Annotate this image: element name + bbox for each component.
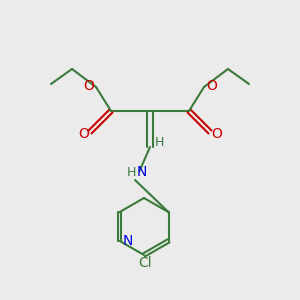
Text: Cl: Cl (139, 256, 152, 270)
Text: N: N (122, 234, 133, 248)
Text: O: O (206, 79, 217, 92)
Text: O: O (78, 127, 89, 140)
Text: H: H (155, 136, 164, 149)
Text: O: O (83, 79, 94, 92)
Text: N: N (136, 166, 147, 179)
Text: O: O (211, 127, 222, 140)
Text: H: H (127, 166, 136, 179)
